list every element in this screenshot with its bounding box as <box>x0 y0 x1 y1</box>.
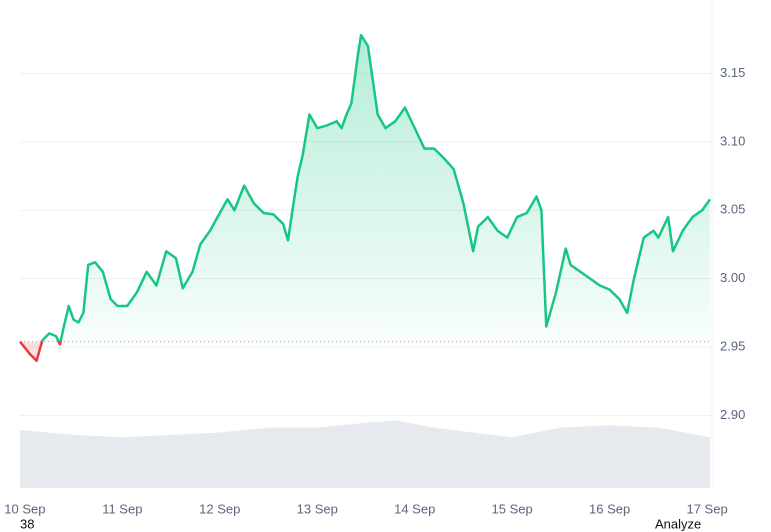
price-area <box>20 35 710 361</box>
volume-area <box>20 420 710 488</box>
y-tick-label: 3.10 <box>720 133 745 148</box>
x-tick-label: 10 Sep <box>4 501 45 516</box>
footer-left: 38 <box>20 516 34 531</box>
x-tick-label: 14 Sep <box>394 501 435 516</box>
y-tick-label: 3.15 <box>720 65 745 80</box>
footer-right[interactable]: Analyze <box>655 516 701 531</box>
y-tick-label: 2.90 <box>720 407 745 422</box>
x-tick-label: 16 Sep <box>589 501 630 516</box>
price-line <box>19 33 712 363</box>
y-tick-label: 3.00 <box>720 270 745 285</box>
y-tick-label: 3.05 <box>720 202 745 217</box>
x-tick-label: 11 Sep <box>102 501 142 516</box>
x-tick-label: 15 Sep <box>492 501 533 516</box>
y-tick-label: 2.95 <box>720 339 745 354</box>
x-tick-label: 12 Sep <box>199 501 240 516</box>
x-tick-label: 13 Sep <box>297 501 338 516</box>
x-tick-label: 17 Sep <box>686 501 727 516</box>
